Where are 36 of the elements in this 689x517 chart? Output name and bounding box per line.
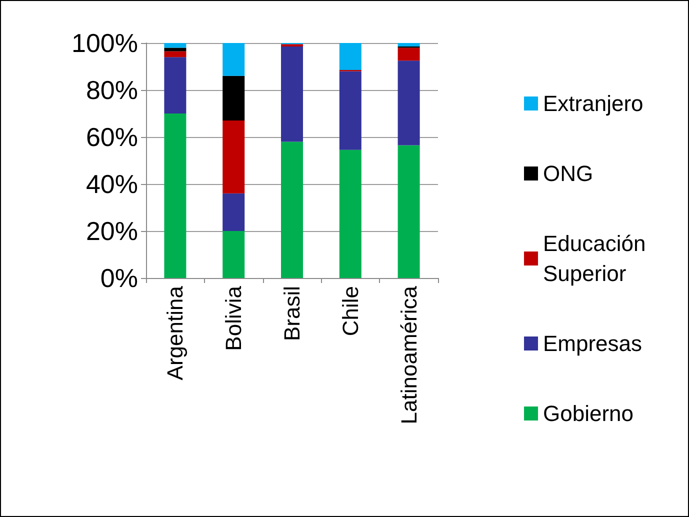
bar [222, 76, 245, 121]
bar [339, 43, 362, 70]
bar [339, 71, 362, 150]
bar [164, 51, 186, 58]
bar [339, 150, 362, 278]
bar [164, 114, 186, 278]
bar [164, 57, 186, 114]
legend-label: ONG [543, 161, 594, 186]
y-tick-label: 0% [100, 263, 138, 293]
bar [398, 60, 420, 146]
bar [164, 43, 186, 48]
legend-label: Gobierno [543, 401, 634, 426]
bar [281, 46, 303, 142]
x-tick-label: Chile [338, 286, 363, 336]
bar [222, 231, 245, 278]
bar [222, 193, 245, 231]
legend-label: Empresas [543, 331, 642, 356]
x-tick-label: Latinoamérica [396, 285, 422, 424]
bar [164, 48, 186, 52]
bar [222, 43, 245, 76]
bar [398, 145, 420, 278]
bar [281, 44, 303, 47]
bar [222, 120, 245, 194]
y-tick-label: 40% [86, 169, 138, 199]
bar [398, 43, 420, 47]
y-tick-label: 80% [86, 75, 138, 105]
y-tick-label: 60% [86, 122, 138, 152]
x-tick-label: Argentina [162, 285, 188, 380]
x-tick-label: Brasil [280, 286, 304, 342]
y-tick-label: 20% [86, 216, 138, 246]
legend-label: Extranjero [543, 91, 644, 116]
x-tick-label: Bolivia [221, 285, 246, 351]
bar [398, 48, 420, 61]
y-tick-label: 100% [72, 28, 138, 58]
legend-label: Educación Superior [543, 231, 652, 286]
bar [281, 142, 303, 278]
